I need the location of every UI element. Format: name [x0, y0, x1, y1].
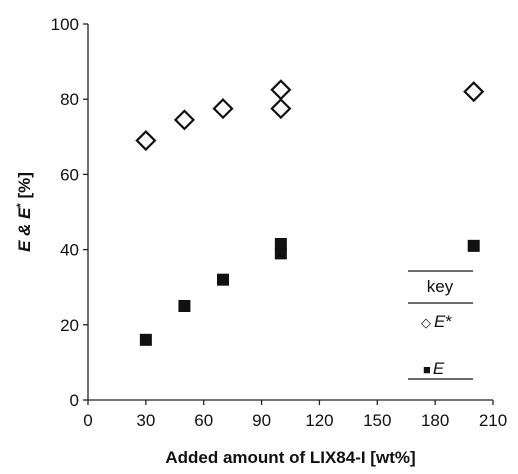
x-axis-title: Added amount of LIX84-I [wt%]: [165, 448, 415, 467]
y-axis-title: E & E* [%]: [15, 172, 34, 252]
data-point-e: [217, 273, 229, 286]
data-point-estar: [463, 81, 485, 103]
x-tick-label: 30: [136, 411, 155, 430]
legend: key ◇ E* ■ E: [408, 270, 473, 380]
data-point-e: [467, 239, 480, 252]
y-tick-label: 80: [60, 90, 79, 109]
x-ticks: 0 30 60 90 120 150 180 210: [83, 400, 507, 430]
y-axis-title-main: E & E: [15, 207, 34, 252]
x-tick-label: 150: [363, 411, 391, 430]
legend-entry-e: ■ E: [423, 359, 445, 378]
legend-label-estar-main: E: [434, 312, 446, 331]
data-point-estar: [270, 79, 292, 101]
x-tick-label: 0: [83, 411, 92, 430]
data-point-e: [274, 237, 287, 250]
y-ticks: 0 20 40 60 80 100: [51, 15, 88, 410]
data-point-estar: [135, 130, 157, 152]
data-points: [135, 79, 485, 346]
legend-label-estar-suffix: *: [445, 312, 452, 331]
legend-symbol-filled-square: ■: [423, 362, 431, 377]
x-tick-label: 180: [421, 411, 449, 430]
data-point-e: [139, 333, 152, 346]
x-tick-label: 210: [479, 411, 507, 430]
x-tick-label: 60: [194, 411, 213, 430]
y-tick-label: 60: [60, 165, 79, 184]
axes: [87, 24, 493, 401]
y-tick-label: 100: [51, 15, 79, 34]
y-tick-label: 20: [60, 316, 79, 335]
data-point-e: [274, 247, 287, 260]
legend-symbol-open-diamond: ◇: [421, 315, 431, 330]
data-point-estar: [173, 109, 195, 131]
legend-label-e-main: E: [433, 359, 445, 378]
y-axis-title-unit: [%]: [15, 172, 34, 203]
x-tick-label: 120: [305, 411, 333, 430]
legend-title: key: [427, 277, 454, 296]
data-point-e: [178, 300, 191, 312]
x-tick-label: 90: [252, 411, 271, 430]
legend-entry-estar: ◇ E*: [421, 312, 452, 331]
y-tick-label: 40: [60, 241, 79, 260]
data-point-estar: [270, 98, 292, 120]
y-tick-label: 0: [70, 391, 79, 410]
data-point-estar: [212, 98, 234, 120]
y-axis-title-sup: *: [15, 203, 27, 208]
